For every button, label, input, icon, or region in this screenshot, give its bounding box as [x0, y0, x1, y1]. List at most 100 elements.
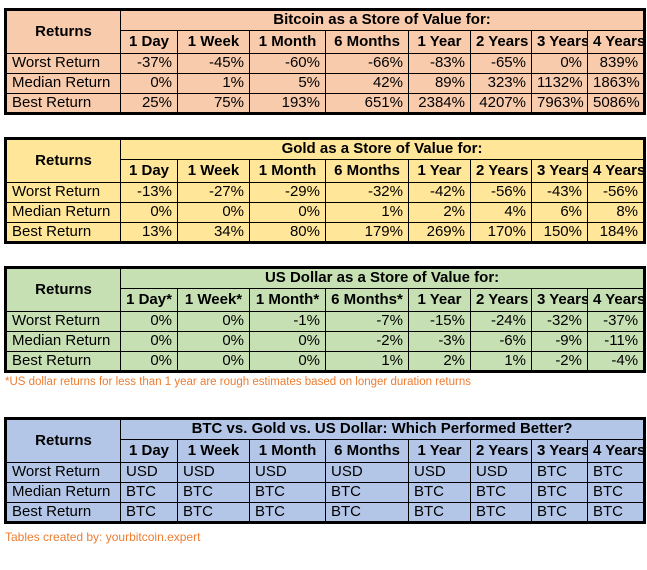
- header-row: Returns Gold as a Store of Value for:: [5, 138, 645, 183]
- value-cell: USD: [177, 462, 250, 483]
- row-label: Best Return: [5, 351, 121, 372]
- value-cell: 0%: [531, 53, 588, 74]
- table-row: Worst Return USD USD USD USD USD USD BTC BTC: [5, 462, 646, 483]
- value-cell: -2%: [531, 351, 588, 372]
- value-cell: 0%: [120, 331, 178, 352]
- value-cell: 5%: [249, 73, 326, 94]
- usd-estimate-footnote: *US dollar returns for less than 1 year …: [5, 376, 472, 388]
- value-cell: BTC: [586, 502, 646, 523]
- column-header: 6 Months*: [325, 288, 409, 312]
- column-header: 2 Years: [470, 30, 532, 54]
- value-cell: -13%: [120, 182, 178, 203]
- header-row: Returns US Dollar as a Store of Value for…: [5, 267, 646, 312]
- value-cell: 150%: [531, 222, 588, 243]
- value-cell: 75%: [177, 93, 250, 114]
- value-cell: 1863%: [586, 73, 646, 94]
- value-cell: -3%: [408, 331, 471, 352]
- value-cell: 0%: [177, 331, 250, 352]
- header-row: Returns Bitcoin as a Store of Value for:: [5, 9, 646, 54]
- row-label: Median Return: [5, 331, 121, 352]
- value-cell: USD: [470, 462, 532, 483]
- table-title: Gold as a Store of Value for:: [120, 138, 645, 160]
- value-cell: 1%: [325, 202, 409, 223]
- value-cell: 0%: [177, 202, 250, 223]
- value-cell: -7%: [325, 311, 409, 332]
- value-cell: 2384%: [408, 93, 471, 114]
- row-label: Worst Return: [5, 462, 121, 483]
- column-header: 3 Years: [531, 439, 588, 463]
- value-cell: -2%: [325, 331, 409, 352]
- gold-returns-table: Returns Gold as a Store of Value for: 1 Da…: [4, 137, 646, 244]
- value-cell: BTC: [586, 482, 646, 503]
- row-label: Median Return: [5, 202, 121, 223]
- column-header: 4 Years: [586, 30, 646, 54]
- column-header-row: 1 Day 1 Week 1 Month 6 Months 1 Year 2 Years 3…: [6, 439, 646, 463]
- column-header: 1 Year: [408, 159, 471, 183]
- column-header: 1 Month*: [249, 288, 326, 312]
- value-cell: -42%: [408, 182, 471, 203]
- value-cell: 4%: [470, 202, 532, 223]
- value-cell: -83%: [408, 53, 471, 74]
- value-cell: 7963%: [531, 93, 588, 114]
- column-header: 2 Years: [470, 288, 532, 312]
- table-row: Median Return BTC BTC BTC BTC BTC BTC BTC BTC: [5, 482, 646, 503]
- value-cell: -37%: [586, 311, 646, 332]
- column-header: 1 Week: [177, 30, 250, 54]
- value-cell: BTC: [325, 502, 409, 523]
- value-cell: -9%: [531, 331, 588, 352]
- column-header: 1 Month: [249, 30, 326, 54]
- column-header: 1 Week*: [177, 288, 250, 312]
- value-cell: 0%: [120, 73, 178, 94]
- value-cell: 193%: [249, 93, 326, 114]
- value-cell: BTC: [325, 482, 409, 503]
- column-header: 4 Years: [587, 159, 645, 183]
- value-cell: BTC: [120, 482, 178, 503]
- value-cell: 651%: [325, 93, 409, 114]
- value-cell: BTC: [408, 502, 471, 523]
- column-header: 1 Month: [249, 439, 326, 463]
- column-header: 4 Years: [586, 288, 646, 312]
- value-cell: 42%: [325, 73, 409, 94]
- value-cell: 0%: [120, 351, 178, 372]
- value-cell: BTC: [120, 502, 178, 523]
- value-cell: 0%: [177, 351, 250, 372]
- table-title: Bitcoin as a Store of Value for:: [119, 9, 646, 31]
- value-cell: 13%: [120, 222, 178, 243]
- value-cell: 89%: [408, 73, 471, 94]
- header-row: Returns BTC vs. Gold vs. US Dollar: Which…: [5, 418, 646, 463]
- column-header: 1 Week: [177, 439, 250, 463]
- value-cell: 6%: [531, 202, 588, 223]
- value-cell: BTC: [470, 482, 532, 503]
- value-cell: 8%: [587, 202, 645, 223]
- value-cell: -27%: [177, 182, 250, 203]
- column-header: 1 Month: [249, 159, 326, 183]
- column-header: 1 Year: [408, 30, 471, 54]
- value-cell: USD: [408, 462, 471, 483]
- column-header: 2 Years: [470, 439, 532, 463]
- value-cell: -15%: [408, 311, 471, 332]
- value-cell: BTC: [249, 482, 326, 503]
- table-title: US Dollar as a Store of Value for:: [119, 267, 646, 289]
- value-cell: 80%: [249, 222, 326, 243]
- column-header: 4 Years: [586, 439, 646, 463]
- value-cell: 25%: [120, 93, 178, 114]
- column-header: 1 Year: [408, 288, 471, 312]
- value-cell: BTC: [531, 482, 588, 503]
- column-header: 6 Months: [325, 439, 409, 463]
- value-cell: 0%: [249, 351, 326, 372]
- value-cell: 0%: [249, 331, 326, 352]
- column-header: 1 Day*: [120, 288, 178, 312]
- column-header: 6 Months: [325, 30, 409, 54]
- value-cell: -1%: [249, 311, 326, 332]
- value-cell: 170%: [470, 222, 532, 243]
- value-cell: -65%: [470, 53, 532, 74]
- value-cell: -24%: [470, 311, 532, 332]
- value-cell: BTC: [586, 462, 646, 483]
- value-cell: BTC: [249, 502, 326, 523]
- value-cell: 2%: [408, 351, 471, 372]
- returns-corner-header: Returns: [5, 9, 121, 54]
- value-cell: -45%: [177, 53, 250, 74]
- column-header-row: 1 Day 1 Week 1 Month 6 Months 1 Year 2 Years 3…: [6, 159, 645, 183]
- column-header: 3 Years: [531, 288, 588, 312]
